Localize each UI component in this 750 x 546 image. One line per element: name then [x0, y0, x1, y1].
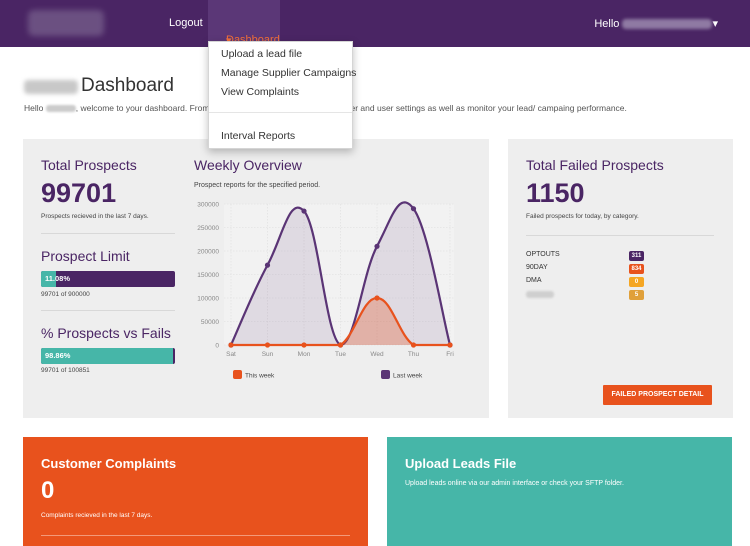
total-prospects-subtext: Prospects recieved in the last 7 days. — [41, 213, 149, 220]
customer-complaints-title: Customer Complaints — [41, 456, 177, 471]
failed-category-label-redacted — [526, 291, 554, 298]
failed-category-label: DMA — [526, 277, 542, 284]
customer-complaints-subtext: Complaints recieved in the last 7 days. — [41, 512, 153, 519]
user-name-redacted — [45, 105, 76, 113]
dashboard-dropdown-menu: Upload a lead file Manage Supplier Campa… — [208, 41, 357, 149]
divider — [526, 235, 714, 236]
chevron-down-icon: ▾ — [712, 18, 718, 30]
upload-leads-card[interactable] — [387, 437, 732, 546]
prospect-limit-bar: 11.08% — [41, 271, 175, 287]
welcome-text: Hello , welcome to your dashboard. From … — [24, 103, 218, 113]
prospect-limit-subtext: 99701 of 900000 — [41, 291, 90, 298]
divider — [41, 535, 350, 536]
prospect-limit-bar-fill — [41, 271, 56, 287]
total-prospects-value: 99701 — [41, 178, 117, 208]
failed-category-label: 90DAY — [526, 264, 548, 271]
customer-complaints-value: 0 — [41, 477, 55, 504]
failed-category-count-badge: 311 — [629, 251, 644, 261]
prospects-vs-fails-percent: 98.86% — [45, 351, 71, 360]
menu-item-view-complaints[interactable]: View Complaints — [221, 86, 300, 98]
prospect-limit-title: Prospect Limit — [41, 248, 130, 264]
user-menu-toggle[interactable]: Hello ▾ — [594, 17, 718, 30]
dashboard-menu-toggle[interactable]: Dashboard ▾ — [208, 0, 280, 47]
divider — [41, 310, 175, 311]
prospects-vs-fails-bar: 98.86% — [41, 348, 175, 364]
company-name-redacted — [24, 80, 78, 94]
total-prospects-title: Total Prospects — [41, 157, 137, 173]
divider — [41, 233, 175, 234]
failed-prospects-title: Total Failed Prospects — [526, 157, 664, 173]
upload-leads-title[interactable]: Upload Leads File — [405, 456, 517, 471]
failed-category-count-badge: 5 — [629, 290, 644, 300]
weekly-overview-title: Weekly Overview — [194, 157, 302, 173]
failed-category-count-badge: 0 — [629, 277, 644, 287]
top-navbar: Logout Dashboard ▾ Hello ▾ — [0, 0, 750, 47]
upload-leads-subtext: Upload leads online via our admin interf… — [405, 480, 624, 487]
failed-prospects-subtext: Failed prospects for today, by category. — [526, 213, 639, 220]
menu-divider — [209, 112, 352, 113]
customer-complaints-card — [23, 437, 368, 546]
prospect-limit-percent: 11.08% — [45, 274, 71, 283]
prospects-vs-fails-subtext: 99701 of 100851 — [41, 367, 90, 374]
failed-category-count-badge: 834 — [629, 264, 644, 274]
logout-link[interactable]: Logout — [169, 17, 203, 29]
failed-category-label: OPTOUTS — [526, 251, 560, 258]
prospects-vs-fails-title: % Prospects vs Fails — [41, 325, 171, 341]
user-email-redacted — [622, 19, 713, 30]
failed-prospect-detail-button[interactable]: FAILED PROSPECT DETAIL — [603, 385, 712, 405]
menu-item-interval-reports[interactable]: Interval Reports — [221, 130, 296, 142]
page-title: Dashboard — [81, 75, 174, 96]
prospects-vs-fails-bar-fill — [41, 348, 174, 364]
menu-item-upload-lead-file[interactable]: Upload a lead file — [221, 48, 303, 60]
menu-item-manage-supplier-campaigns[interactable]: Manage Supplier Campaigns — [221, 67, 357, 79]
hello-label: Hello — [594, 18, 620, 30]
welcome-text-continued: plier and user settings as well as monit… — [342, 103, 627, 113]
failed-prospects-value: 1150 — [526, 178, 585, 208]
weekly-overview-subtitle: Prospect reports for the specified perio… — [194, 182, 321, 189]
failed-prospects-panel — [508, 139, 733, 418]
brand-logo[interactable] — [28, 10, 104, 36]
